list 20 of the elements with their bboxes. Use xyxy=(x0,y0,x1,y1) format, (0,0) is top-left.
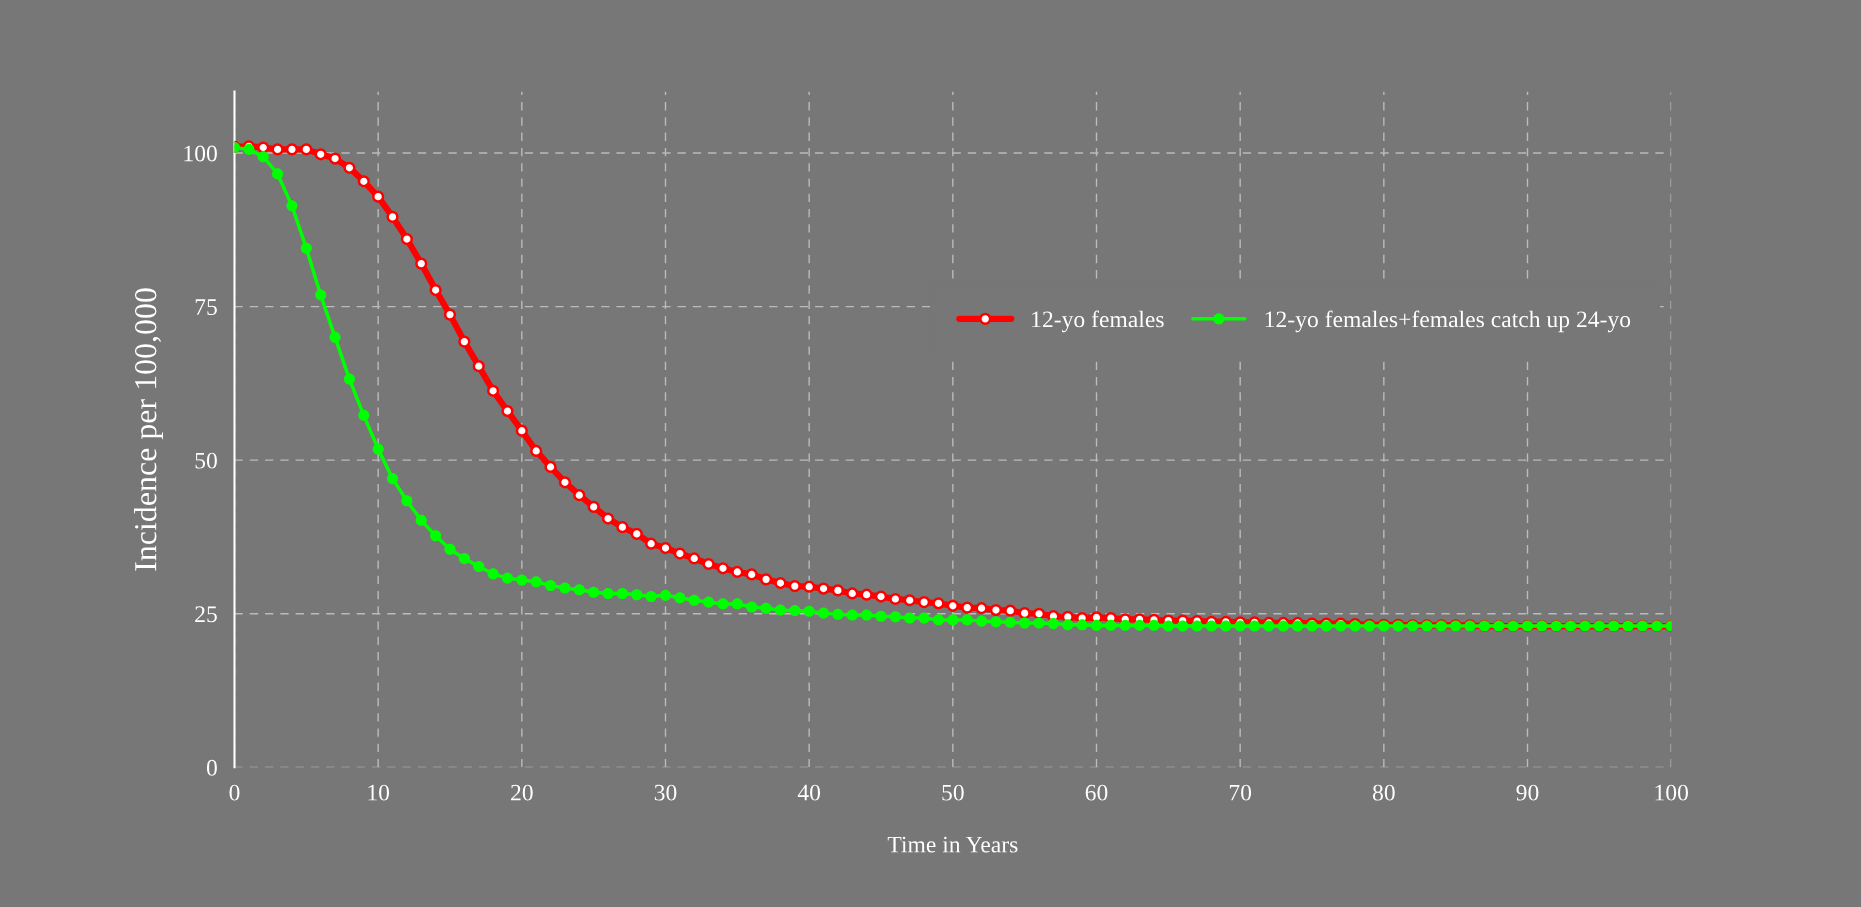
x-tick-label: 90 xyxy=(1516,784,1539,801)
x-tick-label: 0 xyxy=(229,784,240,801)
y-tick-label: 50 xyxy=(195,452,217,469)
x-axis-title: Time in Years xyxy=(887,836,1018,853)
y-tick-label: 25 xyxy=(195,606,217,623)
x-tick-label: 40 xyxy=(797,784,821,801)
x-tick-label: 70 xyxy=(1229,784,1252,801)
y-tick-label: 0 xyxy=(206,759,217,776)
y-tick-label: 75 xyxy=(195,299,217,316)
x-tick-label: 10 xyxy=(368,784,390,801)
x-tick-label: 60 xyxy=(1085,784,1108,801)
x-tick-label: 30 xyxy=(654,784,677,801)
y-axis-title: Incidence per 100,000 xyxy=(133,288,163,571)
x-tick-label: 50 xyxy=(942,784,964,801)
legend-label: 12-yo females xyxy=(1032,310,1164,333)
x-tick-label: 100 xyxy=(1655,784,1688,801)
y-tick-label: 100 xyxy=(184,145,217,162)
x-tick-label: 80 xyxy=(1372,784,1395,801)
x-tick-label: 20 xyxy=(511,784,533,801)
legend-label: 12-yo females+females catch up 24-yo xyxy=(1265,310,1631,333)
